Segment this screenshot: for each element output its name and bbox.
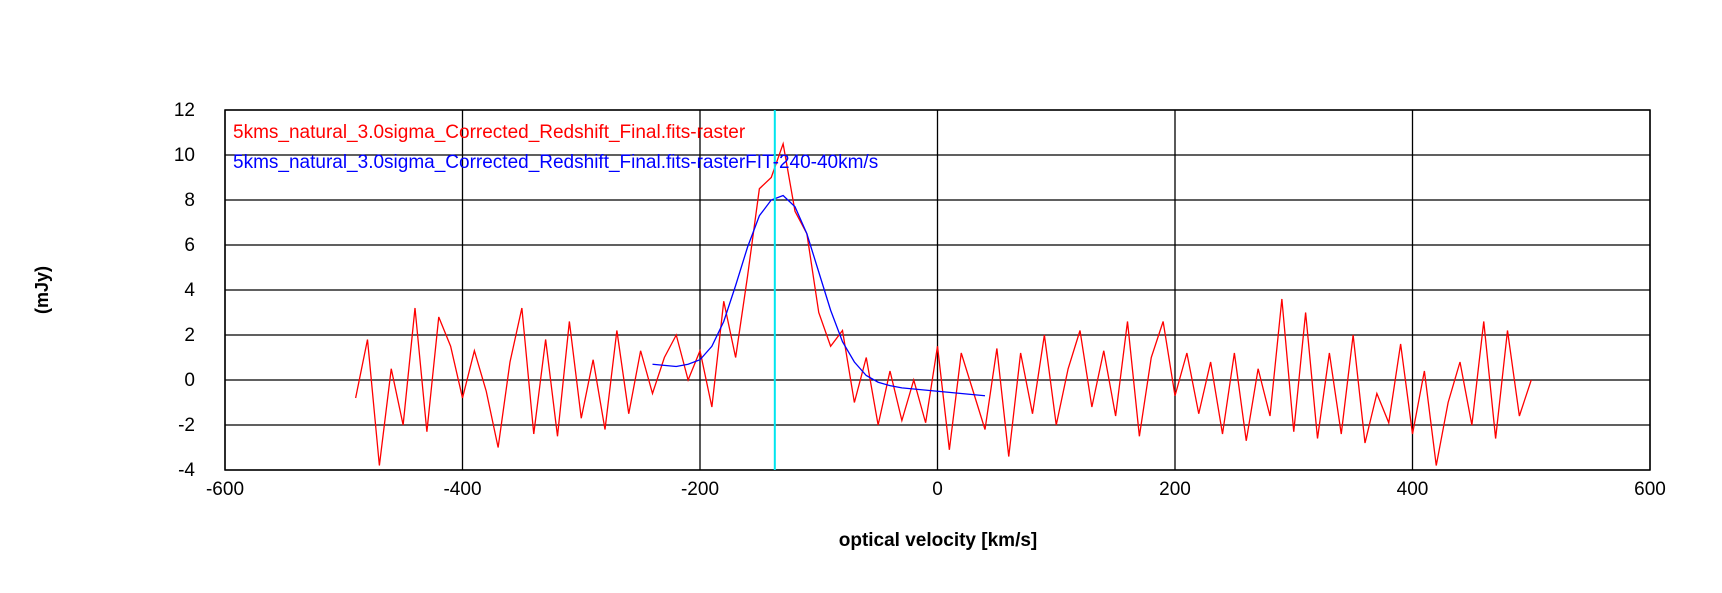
data-line [354,141,1532,466]
y-tick-label: 12 [174,100,195,121]
y-tick-label: -2 [178,415,195,436]
legend-entry: 5kms_natural_3.0sigma_Corrected_Redshift… [233,122,746,143]
legend-entry: 5kms_natural_3.0sigma_Corrected_Redshift… [233,152,878,173]
x-tick-label: -400 [443,479,481,500]
x-axis-label: optical velocity [km/s] [839,530,1038,551]
plot-frame [224,109,1651,471]
x-tick-label: -600 [206,479,244,500]
y-axis-label: (mJy) [32,266,52,314]
x-tick-label: -200 [681,479,719,500]
x-tick-label: 600 [1634,479,1666,500]
y-tick-label: 0 [184,370,195,391]
x-tick-label: 400 [1397,479,1429,500]
y-tick-label: 2 [184,325,195,346]
y-tick-label: 8 [184,190,195,211]
y-tick-label: 6 [184,235,195,256]
y-tick-label: 4 [184,280,195,301]
x-tick-label: 200 [1159,479,1191,500]
y-tick-label: 10 [174,145,195,166]
data-line [652,194,986,397]
x-tick-label: 0 [932,479,943,500]
y-tick-label: -4 [178,460,195,481]
